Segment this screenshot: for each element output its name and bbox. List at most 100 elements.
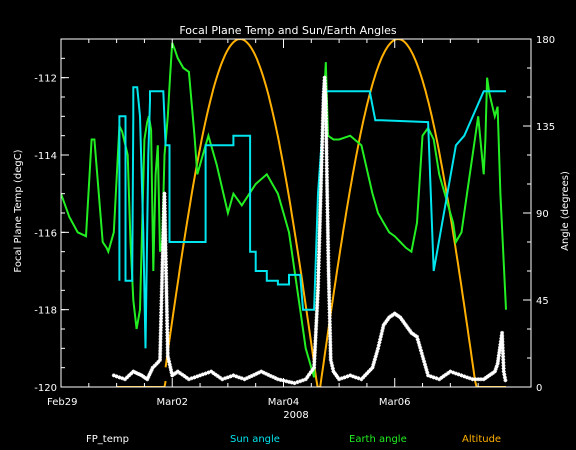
fp-temp-point xyxy=(497,347,502,352)
fp-temp-point xyxy=(324,151,329,156)
fp-temp-point xyxy=(500,333,505,338)
fp-temp-point xyxy=(325,189,330,194)
fp-temp-point xyxy=(165,321,170,326)
fp-temp-point xyxy=(317,237,322,242)
fp-temp-point xyxy=(289,380,294,385)
fp-temp-point xyxy=(325,207,330,212)
fp-temp-point xyxy=(159,289,164,294)
fp-temp-point xyxy=(303,377,308,382)
fp-temp-point xyxy=(158,354,163,359)
fp-temp-point xyxy=(325,181,330,186)
fp-temp-point xyxy=(416,340,421,345)
fp-temp-point xyxy=(321,95,326,99)
fp-temp-point xyxy=(162,200,167,205)
fp-temp-point xyxy=(305,374,310,379)
fp-temp-point xyxy=(326,251,331,256)
fp-temp-point xyxy=(164,306,169,311)
fp-temp-point xyxy=(314,324,319,329)
fp-temp-point xyxy=(326,239,331,244)
fp-temp-point xyxy=(213,372,218,377)
fp-temp-point xyxy=(364,371,369,376)
fp-temp-point xyxy=(439,375,444,380)
fp-temp-point xyxy=(324,163,329,168)
fp-temp-point xyxy=(317,228,322,233)
fp-temp-point xyxy=(163,247,168,252)
fp-temp-point xyxy=(266,372,271,377)
fp-temp-point xyxy=(326,286,331,291)
fp-temp-point xyxy=(501,369,506,374)
fp-temp-point xyxy=(316,255,321,260)
fp-temp-point xyxy=(327,325,332,330)
fp-temp-point xyxy=(399,317,404,322)
altitude-line xyxy=(164,39,321,387)
fp-temp-point xyxy=(318,196,323,201)
fp-temp-point xyxy=(317,222,322,227)
fp-temp-point xyxy=(139,373,144,378)
fp-temp-point xyxy=(420,354,425,359)
fp-temp-point xyxy=(327,292,332,297)
fp-temp-point xyxy=(470,377,475,382)
fp-temp-point xyxy=(323,110,328,115)
fp-temp-point xyxy=(163,256,168,261)
fp-temp-point xyxy=(417,343,422,348)
fp-temp-point xyxy=(406,327,411,331)
fp-temp-point xyxy=(318,205,323,210)
sun-angle-line xyxy=(118,86,506,349)
fp-temp-point xyxy=(483,375,488,380)
fp-temp-point xyxy=(152,363,157,368)
fp-temp-point xyxy=(325,222,330,227)
fp-temp-point xyxy=(161,233,166,238)
fp-temp-point xyxy=(422,362,427,367)
fp-temp-point xyxy=(319,160,324,165)
fp-temp-point xyxy=(459,373,464,378)
fp-temp-point xyxy=(318,199,323,204)
fp-temp-point xyxy=(428,374,433,379)
fp-temp-point xyxy=(164,312,169,317)
fp-temp-point xyxy=(324,175,329,180)
fp-temp-point xyxy=(378,334,383,339)
y-tick-label: -112 xyxy=(34,74,57,85)
fp-temp-point xyxy=(323,90,328,95)
fp-temp-point xyxy=(164,268,169,273)
y-axis-label: Focal Plane Temp (degC) xyxy=(13,149,24,272)
fp-temp-point xyxy=(366,369,371,374)
y-tick-label: -116 xyxy=(34,228,57,239)
fp-temp-point xyxy=(314,321,319,326)
fp-temp-point xyxy=(127,373,132,378)
fp-temp-point xyxy=(162,194,167,199)
fp-temp-point xyxy=(321,109,326,114)
fp-temp-point xyxy=(165,333,170,338)
fp-temp-point xyxy=(327,301,332,306)
series-layer xyxy=(61,39,508,387)
fp-temp-point xyxy=(502,375,507,380)
fp-temp-point xyxy=(143,375,148,380)
fp-temp-point xyxy=(327,307,332,312)
fp-temp-point xyxy=(324,148,329,153)
fp-temp-point xyxy=(320,142,325,147)
fp-temp-point xyxy=(264,371,269,376)
fp-temp-point xyxy=(434,376,439,381)
fp-temp-point xyxy=(422,359,427,364)
fp-temp-point xyxy=(278,377,283,382)
fp-temp-point xyxy=(158,331,163,336)
x-tick-label: Mar06 xyxy=(379,397,411,408)
fp-temp-point xyxy=(320,115,325,120)
fp-temp-point xyxy=(378,337,383,342)
fp-temp-point xyxy=(500,345,505,350)
fp-temp-point xyxy=(478,377,483,382)
fp-temp-point xyxy=(345,374,350,379)
fp-temp-point xyxy=(363,373,368,378)
fp-temp-point xyxy=(373,354,378,359)
fp-temp-point xyxy=(328,328,333,333)
fp-temp-point xyxy=(182,374,187,379)
fp-temp-point xyxy=(501,363,506,368)
fp-temp-point xyxy=(160,266,165,271)
fp-temp-point xyxy=(317,243,322,248)
fp-temp-point xyxy=(159,310,164,315)
y-tick-label: -118 xyxy=(34,306,57,317)
fp-temp-point xyxy=(328,337,333,342)
fp-temp-point xyxy=(321,103,326,108)
fp-temp-point xyxy=(441,374,446,379)
fp-temp-point xyxy=(312,356,317,361)
fp-temp-point xyxy=(403,323,408,328)
